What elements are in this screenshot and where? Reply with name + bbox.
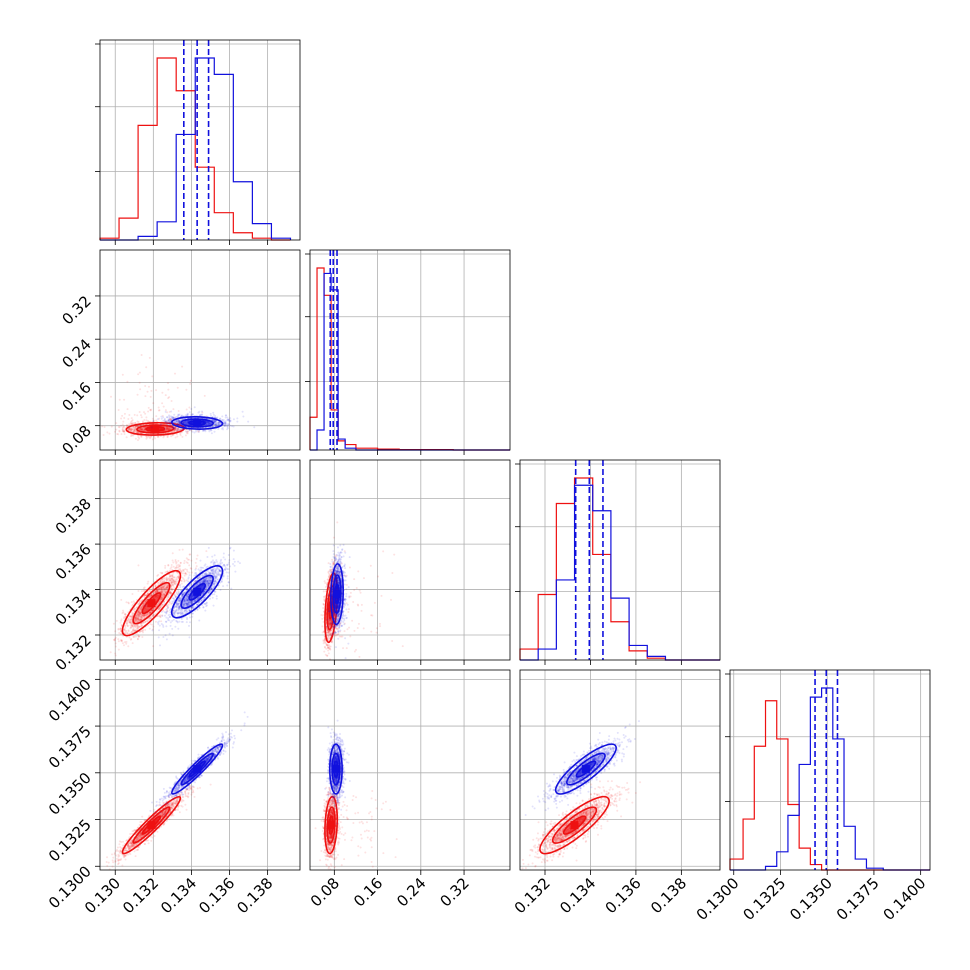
x-tick-label-p1: 0.32	[437, 874, 473, 910]
hist-p0	[95, 39, 301, 245]
scatter-points	[101, 354, 256, 442]
scatter-p2-vs-p0	[95, 459, 301, 665]
scatter-p2-vs-p1	[309, 459, 511, 665]
density-peak-blue	[581, 765, 590, 774]
hist-red-series	[519, 477, 720, 661]
panel-border	[99, 669, 301, 871]
x-tick-label-p2: 0.138	[647, 874, 690, 917]
density-peak-blue	[331, 765, 340, 774]
scatter-points	[320, 521, 404, 660]
y-tick-label-p2: 0.138	[52, 495, 95, 538]
density-peak-blue	[333, 590, 342, 599]
scatter-points	[109, 546, 241, 657]
hist-blue-series	[520, 484, 720, 661]
panel-border	[99, 249, 301, 451]
density-peak-red	[147, 821, 156, 830]
density-peak-red	[570, 821, 579, 830]
panel-border	[309, 249, 511, 451]
y-tick-label-p1: 0.24	[58, 335, 94, 371]
x-tick-label-p0: 0.132	[119, 874, 162, 917]
scatter-points	[105, 711, 249, 870]
density-peak-red	[327, 821, 336, 830]
y-tick-label-p3: 0.1350	[45, 769, 95, 819]
density-peak-blue	[193, 587, 202, 596]
x-tick-label-p2: 0.134	[556, 874, 599, 917]
density-peak-red	[151, 424, 160, 433]
contour-red	[121, 795, 182, 855]
contour-blue	[171, 743, 224, 795]
scatter-p3-vs-p2	[519, 669, 721, 875]
contour-red	[121, 569, 182, 637]
panel-border	[729, 669, 931, 871]
panel-border	[99, 459, 301, 661]
x-tick-label-p0: 0.138	[233, 874, 276, 917]
y-tick-label-p2: 0.134	[52, 586, 95, 629]
contour-blue	[171, 565, 224, 619]
x-tick-label-p2: 0.132	[511, 874, 554, 917]
contour-red	[324, 795, 339, 855]
hist-blue-series	[730, 687, 930, 871]
scatter-points	[314, 719, 398, 870]
x-tick-label-p3: 0.1400	[880, 874, 930, 924]
y-tick-label-p3: 0.1400	[45, 675, 95, 725]
contour-blue	[328, 743, 343, 795]
x-tick-label-p1: 0.24	[393, 874, 429, 910]
scatter-p3-vs-p0	[95, 669, 301, 875]
panel-border	[309, 669, 511, 871]
x-tick-label-p1: 0.08	[307, 874, 343, 910]
scatter-points	[521, 720, 642, 870]
contour-blue	[330, 563, 344, 626]
x-tick-label-p0: 0.136	[195, 874, 238, 917]
x-tick-label-p3: 0.1300	[693, 874, 743, 924]
x-tick-label-p2: 0.136	[602, 874, 645, 917]
y-tick-label-p2: 0.136	[52, 540, 95, 583]
contour-blue	[171, 416, 224, 430]
hist-blue-series	[100, 57, 292, 241]
density-peak-blue	[193, 418, 202, 427]
y-tick-label-p3: 0.1375	[45, 722, 95, 772]
panel-border	[99, 39, 301, 241]
density-peak-blue	[193, 765, 202, 774]
y-tick-label-p2: 0.132	[52, 631, 95, 674]
density-peak-red	[147, 599, 156, 608]
panel-border	[519, 459, 721, 661]
scatter-p1-vs-p0	[95, 249, 301, 455]
y-tick-label-p1: 0.08	[58, 422, 94, 458]
y-tick-label-p1: 0.32	[58, 292, 94, 328]
y-tick-label-p3: 0.1325	[45, 816, 95, 866]
scatter-p3-vs-p1	[309, 669, 511, 875]
x-tick-label-p1: 0.16	[350, 874, 386, 910]
x-tick-label-p3: 0.1350	[786, 874, 836, 924]
x-tick-label-p3: 0.1325	[739, 874, 789, 924]
hist-p3	[725, 669, 931, 875]
hist-p1	[305, 249, 511, 455]
y-tick-label-p1: 0.16	[58, 379, 94, 415]
x-tick-label-p3: 0.1375	[833, 874, 883, 924]
hist-p2	[515, 459, 721, 665]
panel-border	[309, 459, 511, 661]
x-tick-label-p0: 0.134	[157, 874, 200, 917]
panel-border	[519, 669, 721, 871]
contour-red	[539, 795, 610, 855]
contour-blue	[554, 743, 617, 795]
